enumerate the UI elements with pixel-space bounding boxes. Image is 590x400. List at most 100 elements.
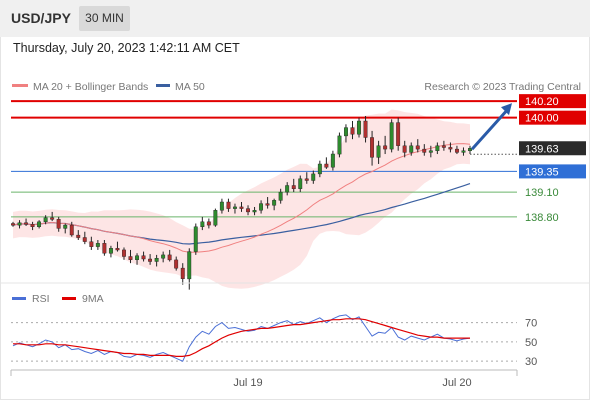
support-level-label: 138.80 — [525, 212, 559, 224]
ma9-legend-label: 9MA — [82, 293, 104, 305]
candle-body — [291, 185, 296, 189]
forecast-arrow-shaft — [470, 108, 510, 151]
candle-body — [344, 127, 348, 137]
rsi-tick-label: 50 — [525, 337, 537, 349]
rsi-legend-label: RSI — [32, 293, 50, 305]
price-plot-area: 140.20 140.00 139.63 139.35 139.10 138.80 — [10, 94, 586, 290]
candle-body — [409, 145, 414, 153]
candle-body — [63, 224, 68, 229]
candle-body — [213, 210, 218, 226]
candle-body — [115, 248, 120, 251]
candle-body — [128, 256, 133, 260]
pivot-level-tag — [519, 164, 586, 179]
candle-body — [461, 150, 466, 153]
ma20-legend-label: MA 20 + Bollinger Bands — [33, 81, 148, 93]
candle-body — [428, 150, 433, 153]
candle-body — [396, 122, 401, 146]
candle-body — [389, 122, 394, 150]
candle-body — [415, 145, 420, 150]
candle-body — [330, 153, 335, 168]
candle-body — [187, 251, 192, 280]
candle-body — [43, 217, 48, 222]
candle-body — [422, 148, 427, 153]
candle-body — [376, 145, 381, 158]
candle-body — [383, 145, 388, 150]
candle-body — [370, 137, 374, 158]
candle-body — [259, 203, 263, 211]
candle-body — [121, 249, 126, 257]
candle-body — [135, 255, 140, 260]
candle-body — [226, 201, 231, 209]
candle-body — [37, 221, 41, 228]
candle-body — [24, 222, 28, 225]
rsi-tick-label: 70 — [525, 318, 537, 330]
candle-body — [317, 163, 322, 175]
candle-body — [357, 120, 361, 135]
candle-body — [76, 234, 81, 238]
resistance-level-tag — [519, 94, 586, 109]
candle-body — [239, 206, 244, 209]
candle-body — [402, 145, 407, 153]
candle-body — [141, 255, 146, 260]
candle-body — [154, 258, 159, 262]
candle-body — [56, 219, 61, 229]
candle-body — [278, 191, 283, 201]
candle-body — [89, 241, 94, 247]
candle-body — [468, 148, 472, 152]
candle-body — [363, 120, 368, 138]
candle-body — [285, 185, 290, 193]
resistance-level-label: 140.00 — [525, 113, 559, 125]
candle-body — [337, 135, 342, 155]
forecast-arrow-head — [501, 103, 512, 116]
rsi-line — [12, 314, 471, 362]
candle-body — [30, 224, 35, 228]
ma20-line — [12, 143, 471, 253]
candle-body — [50, 217, 55, 220]
pivot-level-label: 139.35 — [525, 166, 559, 178]
candle-body — [219, 201, 224, 211]
candle-body — [95, 243, 100, 247]
candle-body — [252, 210, 257, 213]
candle-body — [265, 203, 270, 206]
candle-body — [448, 147, 453, 150]
resistance-level-label: 140.20 — [525, 96, 559, 108]
rsi-legend-swatch — [12, 297, 26, 300]
candle-body — [180, 267, 185, 280]
candle-body — [304, 178, 309, 181]
candle-body — [69, 224, 74, 236]
candle-body — [246, 208, 251, 213]
ma50-legend-label: MA 50 — [175, 81, 205, 93]
chart-datetime: Thursday, July 20, 2023 1:42:11 AM CET — [13, 41, 240, 55]
candle-body — [102, 243, 107, 254]
candle-body — [17, 222, 22, 226]
currency-pair-title: USD/JPY — [11, 10, 71, 26]
candle-body — [206, 221, 211, 226]
resistance-level-tag — [519, 110, 586, 125]
copyright-label: Research © 2023 Trading Central — [424, 81, 581, 93]
ma50-legend-swatch — [156, 84, 170, 87]
rsi-plot-area: 70 50 30 — [11, 314, 537, 368]
rsi-9ma-line — [13, 318, 470, 357]
candle-body — [200, 221, 205, 228]
candle-body — [298, 178, 303, 189]
ma9-legend-swatch — [62, 297, 76, 300]
candle-body — [441, 145, 446, 148]
candle-body — [10, 223, 15, 226]
candle-body — [311, 173, 316, 181]
candle-body — [272, 200, 277, 206]
candle-body — [161, 254, 166, 259]
x-tick-label: Jul 19 — [233, 377, 262, 389]
candle-body — [108, 248, 113, 254]
candle-body — [455, 148, 459, 153]
candle-body — [350, 127, 355, 135]
ma20-legend-swatch — [12, 84, 28, 87]
candle-body — [174, 259, 179, 269]
candle-body — [167, 254, 172, 261]
candle-body — [435, 145, 440, 152]
last-price-label: 139.63 — [525, 143, 559, 155]
candle-body — [82, 237, 87, 242]
candle-body — [324, 163, 329, 168]
timeframe-button[interactable]: 30 MIN — [79, 6, 130, 31]
candle-body — [148, 258, 153, 262]
